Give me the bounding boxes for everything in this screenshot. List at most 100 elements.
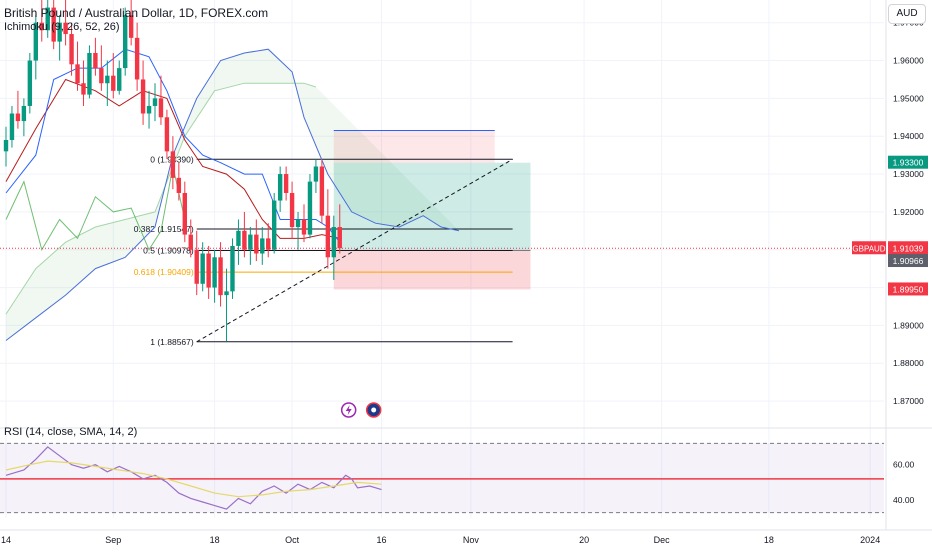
candle (111, 52, 116, 99)
candle-body (39, 22, 44, 31)
candle (75, 41, 80, 91)
candle (57, 15, 62, 61)
candle-body (212, 257, 217, 288)
candle (123, 7, 128, 76)
time-tick-label: 16 (376, 535, 386, 545)
candle (230, 238, 235, 299)
candle-body (337, 227, 342, 249)
candle-body (99, 68, 104, 84)
rsi-ma-line (5, 460, 382, 498)
event-icons[interactable] (340, 402, 382, 418)
candle-body (254, 234, 259, 254)
indicator-label: Ichimoku (9, 26, 52, 26) (4, 21, 120, 33)
candle (200, 242, 205, 292)
candle (295, 211, 301, 250)
candle-body (313, 166, 319, 182)
currency-button[interactable]: AUD (888, 4, 926, 24)
candle-body (63, 22, 68, 35)
candle-body (266, 238, 271, 250)
candle (188, 219, 193, 258)
candle-body (301, 219, 307, 235)
kijun-sen-line (5, 78, 340, 239)
candle (63, 0, 68, 46)
candle-body (93, 52, 98, 69)
time-tick-label: 14 (1, 535, 11, 545)
candle (301, 204, 307, 243)
candle-body (111, 75, 116, 91)
candle-body (194, 249, 199, 284)
candle-body (117, 68, 122, 91)
chart-title: British Pound / Australian Dollar, 1D, F… (4, 6, 269, 20)
position-tool[interactable] (333, 130, 531, 290)
candle (224, 268, 229, 342)
candle-body (242, 230, 247, 250)
candle-body (33, 22, 38, 61)
candle-body (81, 83, 86, 95)
senkou-span-b-line (5, 48, 460, 341)
projection-box (333, 130, 495, 163)
candle-body (69, 34, 74, 65)
time-tick-label: 18 (210, 535, 220, 545)
candle (260, 227, 265, 265)
time-tick-label: 2024 (860, 535, 880, 545)
price-tick-label: 1.95000 (893, 93, 924, 103)
candle (266, 223, 271, 258)
candle-body (295, 219, 301, 228)
price-badge-label: 1.89950 (893, 284, 924, 294)
candle-body (27, 60, 33, 106)
candle (182, 181, 187, 243)
candle (206, 245, 211, 299)
candle (3, 126, 9, 167)
candle (218, 242, 223, 307)
candle (93, 37, 98, 76)
candle-body (123, 15, 128, 69)
candle (283, 166, 289, 201)
candle (170, 136, 176, 190)
candle (194, 230, 199, 296)
lightning-glyph (345, 405, 352, 415)
price-tick-label: 1.94000 (893, 131, 924, 141)
candle (105, 60, 110, 106)
price-tick-label: 1.89000 (893, 320, 924, 330)
time-tick-label: 18 (764, 535, 774, 545)
candle-body (307, 181, 313, 235)
candle-body (230, 245, 235, 292)
candle-body (325, 215, 331, 258)
candle (319, 159, 325, 224)
candle-body (9, 113, 15, 140)
candle (21, 98, 27, 137)
candle-body (277, 174, 283, 201)
candle (325, 189, 331, 269)
rsi-tick-label: 40.00 (893, 495, 915, 505)
fib-level-label: 1 (1.88567) (150, 337, 194, 347)
price-badge (888, 155, 928, 169)
rsi-tick-label: 60.00 (893, 460, 915, 470)
flag-glyph (371, 407, 377, 413)
candle-body (224, 291, 229, 296)
price-badge (888, 282, 928, 296)
fib-level-label: 0.5 (1.90978) (143, 246, 194, 256)
candle (272, 192, 277, 254)
fib-level-label: 0.618 (1.90409) (134, 267, 194, 277)
candle-body (188, 234, 193, 250)
candle (242, 211, 247, 258)
candle-body (134, 37, 140, 80)
rsi-label: RSI (14, close, SMA, 14, 2) (4, 426, 138, 438)
candle (146, 90, 152, 129)
candle-body (283, 174, 289, 193)
price-badges: 1.93300GBPAUD1.9103910:19:281.909661.899… (0, 155, 928, 296)
price-tick-label: 1.88000 (893, 358, 924, 368)
time-tick-label: Oct (285, 535, 300, 545)
candle (99, 45, 104, 91)
candle (33, 15, 38, 80)
candle (313, 159, 319, 193)
candle-body (200, 253, 205, 284)
price-badge-label: 1.90966 (893, 256, 924, 266)
time-tick-label: 20 (579, 535, 589, 545)
candle-body (319, 166, 325, 216)
chikou-span-line (5, 166, 186, 251)
candle (277, 166, 283, 212)
candle (87, 45, 92, 99)
